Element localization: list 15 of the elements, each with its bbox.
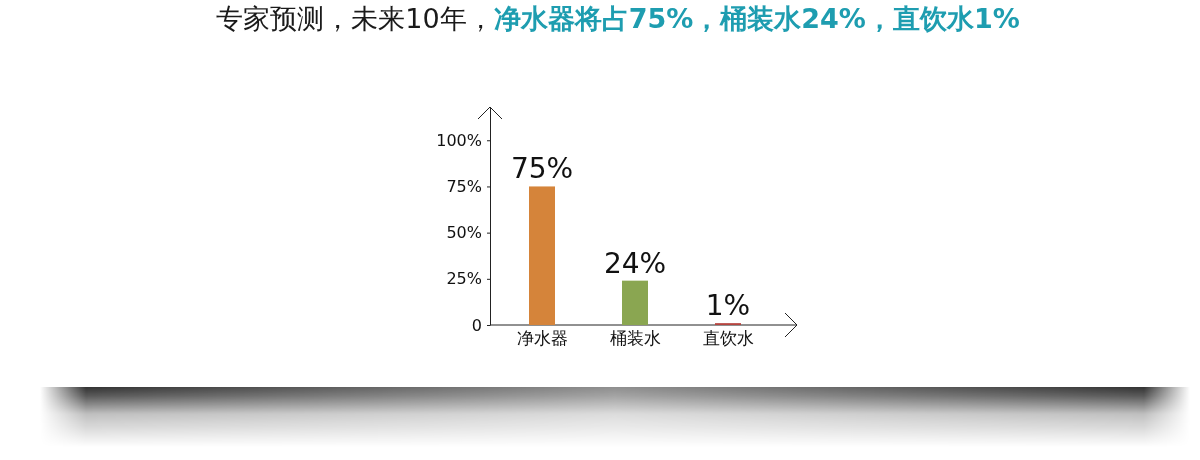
x-tick-label: 桶装水 — [610, 328, 661, 349]
y-tick-label: 100% — [436, 130, 482, 150]
data-label: 75% — [510, 152, 574, 186]
bar — [529, 186, 555, 325]
chart-subtitle: 净水器将占75%，桶装水24%，直饮水1% — [493, 3, 1020, 34]
data-label: 1% — [705, 289, 751, 323]
bar — [622, 280, 648, 325]
y-tick-label: 75% — [446, 177, 482, 197]
y-tick-label: 25% — [446, 269, 482, 289]
y-tick-label: 50% — [446, 223, 482, 243]
chart-title: 专家预测，未来10年， — [216, 3, 494, 34]
x-tick-label: 净水器 — [517, 328, 568, 349]
data-label: 24% — [603, 246, 667, 280]
y-tick-label: 0 — [471, 315, 482, 335]
x-tick-label: 直饮水 — [703, 328, 754, 349]
